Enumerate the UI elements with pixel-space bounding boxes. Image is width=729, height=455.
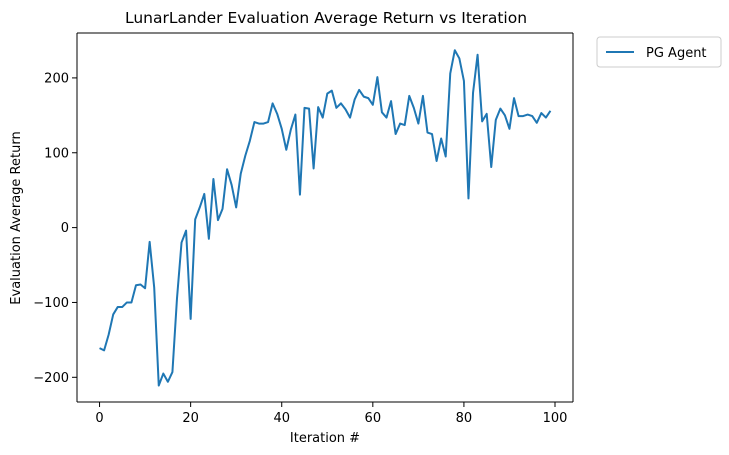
x-tick-label: 80 <box>456 411 473 426</box>
y-tick-label: 200 <box>44 71 69 86</box>
x-tick-label: 60 <box>365 411 382 426</box>
axes-frame <box>76 32 574 403</box>
x-tick-label: 0 <box>95 411 103 426</box>
y-axis-ticks: −200 −100 0 100 200 <box>33 71 77 386</box>
y-tick-label: −100 <box>33 296 69 311</box>
y-tick-label: 100 <box>44 146 69 161</box>
x-axis-ticks: 0 20 40 60 80 100 <box>95 402 567 426</box>
legend-box <box>596 36 722 68</box>
x-tick-label: 20 <box>182 411 199 426</box>
y-axis-label: Evaluation Average Return <box>9 131 24 304</box>
y-tick-label: 0 <box>61 221 69 236</box>
plot-area <box>77 33 573 402</box>
x-axis-label: Iteration # <box>290 431 360 446</box>
chart-title: LunarLander Evaluation Average Return vs… <box>125 9 527 27</box>
legend-label-pg-agent: PG Agent <box>646 46 707 61</box>
x-tick-label: 100 <box>543 411 568 426</box>
y-tick-label: −200 <box>33 371 69 386</box>
legend: PG Agent <box>596 36 722 68</box>
x-tick-label: 40 <box>273 411 290 426</box>
series-layer <box>99 49 552 387</box>
series-line-pg-agent <box>99 49 552 387</box>
